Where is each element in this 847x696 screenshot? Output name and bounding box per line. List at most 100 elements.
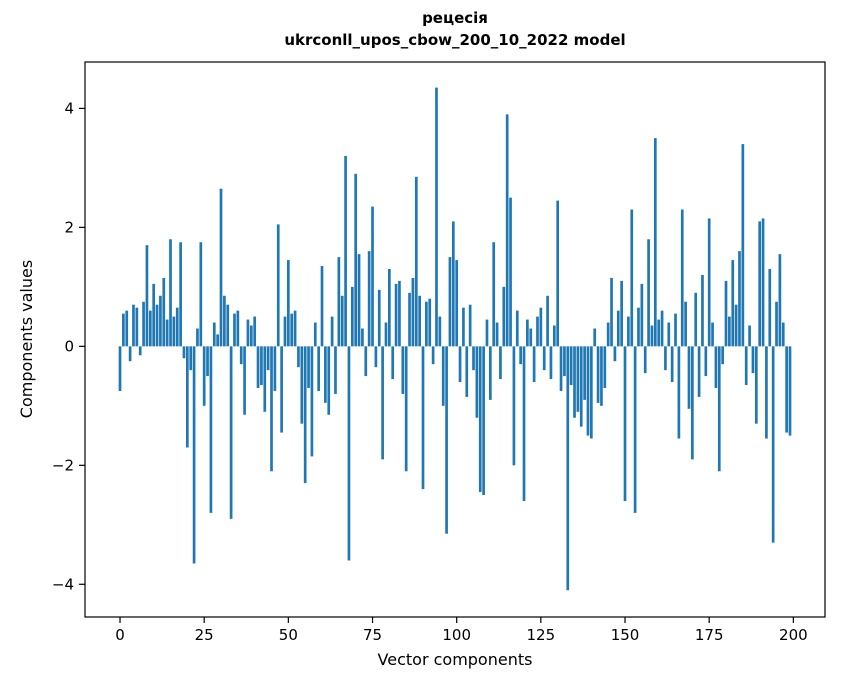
bar [391,346,395,380]
bar [670,346,674,383]
bar [189,346,193,371]
x-tick-label: 75 [363,626,382,644]
bar [320,266,324,347]
bar [371,206,374,347]
bar [532,346,536,383]
bar [657,319,661,347]
bar [707,218,711,347]
bar [293,310,297,347]
bar [260,346,263,386]
bar [394,283,398,347]
bar [280,346,283,433]
bar [563,346,566,377]
bar [536,316,539,347]
bar [468,304,472,347]
bar [236,310,240,347]
bar [155,304,159,347]
bar [226,304,230,347]
bar [596,346,600,403]
bar [283,316,287,347]
bar [731,260,735,347]
bar [138,346,142,356]
bar [744,346,748,386]
bar [347,346,351,561]
bar [192,346,196,564]
bar [253,316,257,347]
bar [152,283,156,347]
bar [717,346,721,472]
bar [687,346,691,409]
bar [354,173,358,347]
bar [179,242,182,347]
bar [512,346,516,466]
bar [701,274,704,347]
x-axis-label: Vector components [377,650,533,669]
bar [640,283,644,347]
bar [610,277,613,347]
bar [515,310,519,347]
bar [728,316,731,347]
bar [549,346,553,380]
bar [462,307,465,347]
bar [219,188,223,347]
bar [404,346,408,472]
bar [721,346,724,365]
bar [677,346,681,439]
bar [175,307,179,347]
bar [627,316,630,347]
bar [630,209,634,347]
bar [738,251,741,347]
bar [606,322,610,347]
bar [526,319,529,347]
bar [300,346,304,424]
bar [583,346,586,400]
bar [458,346,462,383]
bar [367,251,371,347]
bar [340,295,344,347]
bar [613,346,617,362]
bar [196,328,199,347]
bar [509,197,512,347]
bar [246,319,250,347]
bar [337,257,341,347]
bar [489,346,492,400]
bar [734,304,738,347]
bar [495,322,499,347]
bar [748,325,751,347]
bar [350,286,354,347]
bar [364,346,368,377]
bar [765,346,768,439]
bar [145,245,149,347]
bar [633,346,637,513]
bar [441,346,445,406]
bar [428,298,432,347]
bar [781,322,785,347]
bar [448,257,452,347]
bar [590,346,593,439]
bar [600,346,603,406]
bar [579,346,583,427]
bar [542,346,546,371]
bar [256,346,260,388]
axes-spines [84,61,826,618]
bar [593,328,597,347]
bar [132,304,135,347]
bar [297,346,300,368]
bar [408,292,411,347]
bar [674,313,677,347]
bar [307,346,310,388]
bar [502,286,506,347]
bar [475,346,479,418]
bar [785,346,788,433]
bar [768,269,772,347]
bar [128,346,132,362]
bar [485,319,489,347]
bar [431,346,435,365]
bar [411,277,415,347]
bar [425,301,428,347]
bar [169,239,172,347]
bar [724,280,728,347]
bar [186,346,189,448]
